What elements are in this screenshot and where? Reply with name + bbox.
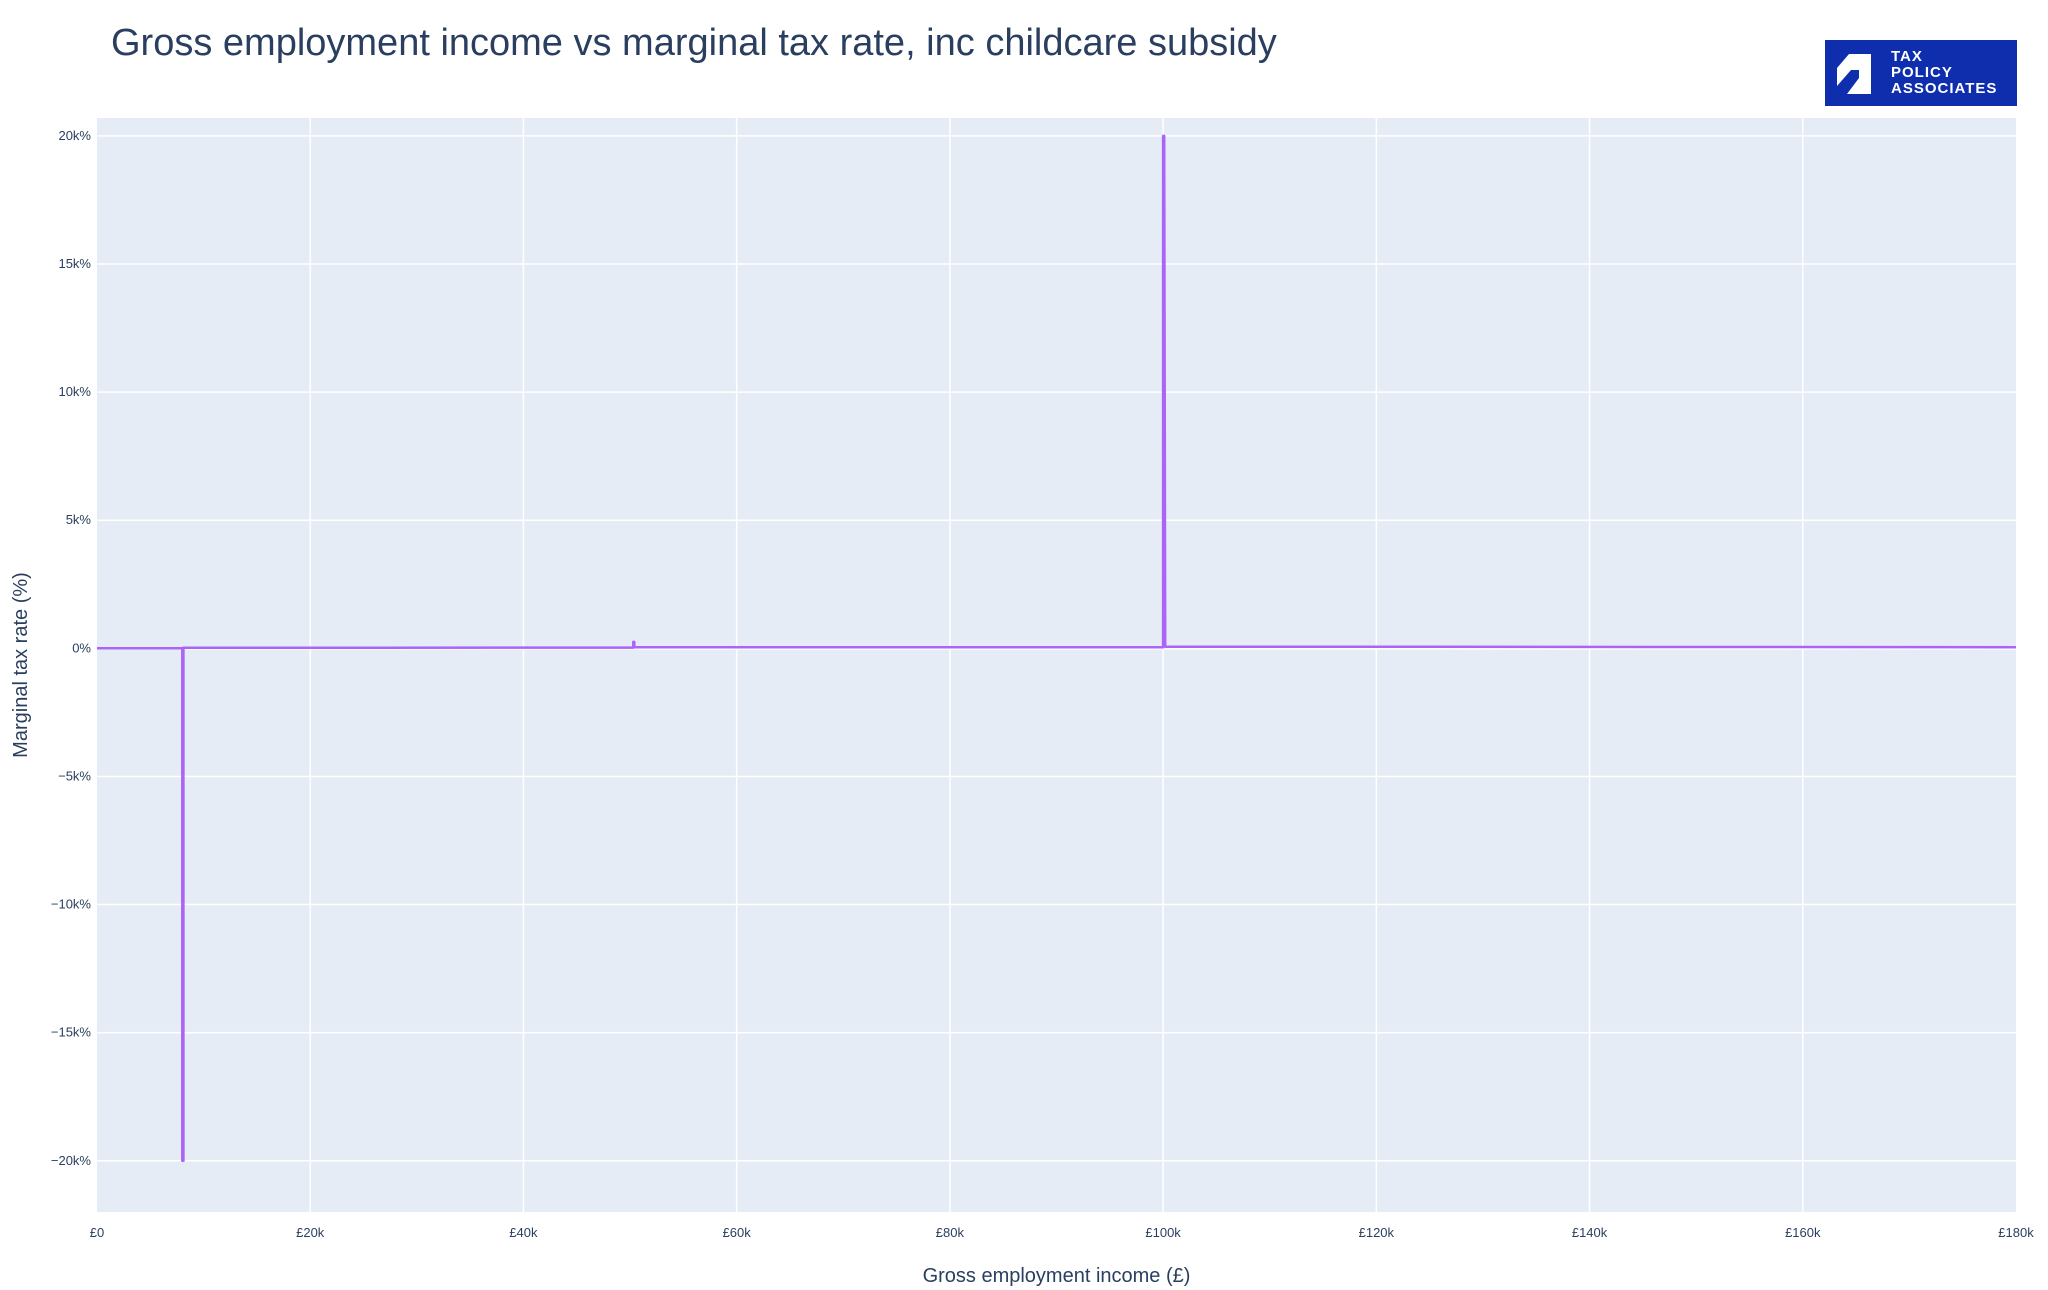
y-tick-label: 0%	[72, 640, 91, 655]
plot-area	[97, 118, 2016, 1212]
chart-title: Gross employment income vs marginal tax …	[111, 22, 1277, 64]
series-line	[97, 134, 2017, 1163]
x-tick-label: £140k	[1572, 1225, 1608, 1240]
tax-policy-associates-logo: TAX POLICY ASSOCIATES	[1825, 40, 2017, 106]
x-tick-label: £80k	[936, 1225, 965, 1240]
logo-line: ASSOCIATES	[1891, 80, 1998, 97]
y-tick-label: −10k%	[51, 897, 92, 912]
y-tick-label: 20k%	[58, 128, 91, 143]
y-tick-label: 5k%	[66, 512, 92, 527]
y-tick-label: −20k%	[51, 1153, 92, 1168]
logo-line: POLICY	[1891, 64, 1953, 81]
x-axis-title: Gross employment income (£)	[923, 1265, 1191, 1287]
x-tick-label: £0	[90, 1225, 104, 1240]
logo-mark-icon	[1837, 54, 1871, 94]
y-axis-title: Marginal tax rate (%)	[10, 572, 32, 758]
x-tick-label: £100k	[1145, 1225, 1181, 1240]
x-tick-label: £160k	[1785, 1225, 1821, 1240]
y-tick-label: −15k%	[51, 1025, 92, 1040]
y-tick-label: 10k%	[58, 384, 91, 399]
x-tick-label: £120k	[1359, 1225, 1395, 1240]
y-tick-label: −5k%	[58, 768, 91, 783]
y-tick-label: 15k%	[58, 256, 91, 271]
x-tick-label: £40k	[509, 1225, 538, 1240]
x-tick-label: £180k	[1998, 1225, 2034, 1240]
x-tick-label: £20k	[296, 1225, 325, 1240]
logo-line: TAX	[1891, 48, 1923, 65]
x-tick-label: £60k	[723, 1225, 752, 1240]
